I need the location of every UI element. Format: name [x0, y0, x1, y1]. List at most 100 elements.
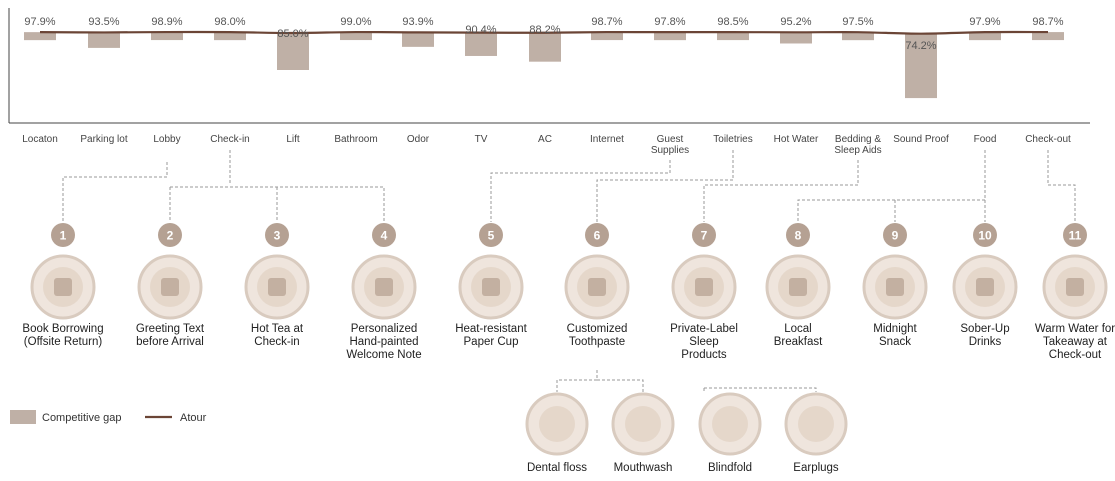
item-caption: Book Borrowing: [22, 323, 103, 335]
gap-bars: [24, 32, 1064, 99]
x-tick-label: Supplies: [651, 145, 689, 156]
data-label: 98.9%: [151, 16, 182, 28]
item-caption: Snack: [879, 336, 911, 348]
x-tick-label: Lobby: [153, 134, 180, 145]
item-number: 2: [167, 229, 174, 243]
sub-item-caption: Earplugs: [793, 462, 839, 474]
x-tick-label: Bedding &: [835, 134, 881, 145]
data-label: 88.2%: [529, 24, 560, 36]
item-number-badge: [585, 223, 609, 247]
item-caption: Welcome Note: [346, 349, 421, 361]
data-label: 97.9%: [969, 16, 1000, 28]
gap-bar: [402, 32, 434, 47]
gap-bar: [24, 32, 56, 41]
item-caption: Drinks: [969, 336, 1002, 348]
connector-lines: [62, 150, 1076, 392]
item-number-badge: [692, 223, 716, 247]
x-tick-label: Bathroom: [334, 134, 377, 145]
item-caption: Toothpaste: [569, 336, 625, 348]
item-caption: Warm Water for: [1035, 323, 1115, 335]
gap-bar: [717, 32, 749, 41]
item-caption: Products: [681, 349, 727, 361]
item-caption: Breakfast: [774, 336, 823, 348]
x-tick-label: Sleep Aids: [834, 145, 881, 156]
item-number-badge: [265, 223, 289, 247]
item-number-badge: [479, 223, 503, 247]
x-tick-label: Parking lot: [80, 134, 127, 145]
book-borrowing-icon: [30, 254, 96, 320]
midnight-snack-icon: [862, 254, 928, 320]
gap-bar: [969, 32, 1001, 41]
data-label: 97.9%: [24, 16, 55, 28]
item-number: 1: [60, 229, 67, 243]
connector-line: [1047, 150, 1076, 222]
x-tick-label: Locaton: [22, 134, 58, 145]
legend-label: Atour: [180, 412, 207, 424]
data-label: 97.8%: [654, 16, 685, 28]
item-caption: Sleep: [689, 336, 718, 348]
item-number-badge: [786, 223, 810, 247]
sub-item: Dental floss: [525, 392, 589, 474]
breakfast-icon: [765, 254, 831, 320]
value-labels: 97.9% 93.5% 98.9% 98.0% 85.0% 99.0% 93.9% 90.4%…: [24, 16, 1063, 52]
item-number-badge: [973, 223, 997, 247]
connector-line: [797, 150, 986, 222]
connector-line: [703, 160, 859, 222]
data-label: 93.9%: [402, 16, 433, 28]
blindfold-icon: [698, 392, 762, 456]
greeting-text-icon: [137, 254, 203, 320]
item-number: 9: [892, 229, 899, 243]
paper-cup-icon: [458, 254, 524, 320]
sub-item: Earplugs: [784, 392, 848, 474]
item-caption: (Offsite Return): [24, 336, 103, 348]
gap-bar: [529, 32, 561, 62]
atour-score-line: [39, 30, 1049, 35]
data-label: 98.5%: [717, 16, 748, 28]
legend-swatch-bar: [10, 410, 36, 424]
item-number-badge: [158, 223, 182, 247]
item-number: 11: [1069, 229, 1082, 243]
legend-label: Competitive gap: [42, 412, 122, 424]
item-caption: Paper Cup: [464, 336, 519, 348]
gap-bar: [842, 32, 874, 41]
sub-item: Blindfold: [698, 392, 762, 474]
item-caption: Hand-painted: [349, 336, 418, 348]
item-caption: Check-out: [1049, 349, 1102, 361]
gap-bar: [151, 32, 183, 41]
sub-item-caption: Dental floss: [527, 462, 587, 474]
toothpaste-icon: [564, 254, 630, 320]
data-label: 99.0%: [340, 16, 371, 28]
service-items: 1 Book Borrowing(Offsite Return) 2 Greeting…: [22, 223, 1115, 361]
data-label: 98.7%: [591, 16, 622, 28]
item-caption: Local: [784, 323, 812, 335]
sub-items: Dental floss Mouthwash Blindfold Earplugs: [525, 392, 848, 474]
gap-bar: [277, 32, 309, 70]
data-label: 90.4%: [465, 24, 496, 36]
sober-up-drinks-icon: [952, 254, 1018, 320]
gap-bar: [340, 32, 372, 41]
gap-bar: [905, 33, 937, 99]
x-tick-label: Check-out: [1025, 134, 1071, 145]
warm-water-icon: [1042, 254, 1108, 320]
item-caption: Midnight: [873, 323, 917, 335]
item-caption: Personalized: [351, 323, 417, 335]
item-number-badge: [1063, 223, 1087, 247]
item-caption: Hot Tea at: [251, 323, 304, 335]
x-tick-label: Food: [974, 134, 997, 145]
connector-line: [704, 387, 817, 392]
gap-bar: [1032, 32, 1064, 41]
welcome-note-icon: [351, 254, 417, 320]
x-tick-label: Odor: [407, 134, 430, 145]
x-tick-label: Internet: [590, 134, 624, 145]
item-caption: Check-in: [254, 336, 299, 348]
item-number-badge: [883, 223, 907, 247]
item-number: 5: [488, 229, 495, 243]
sub-item-caption: Mouthwash: [614, 462, 673, 474]
item-caption: Sober-Up: [960, 323, 1009, 335]
